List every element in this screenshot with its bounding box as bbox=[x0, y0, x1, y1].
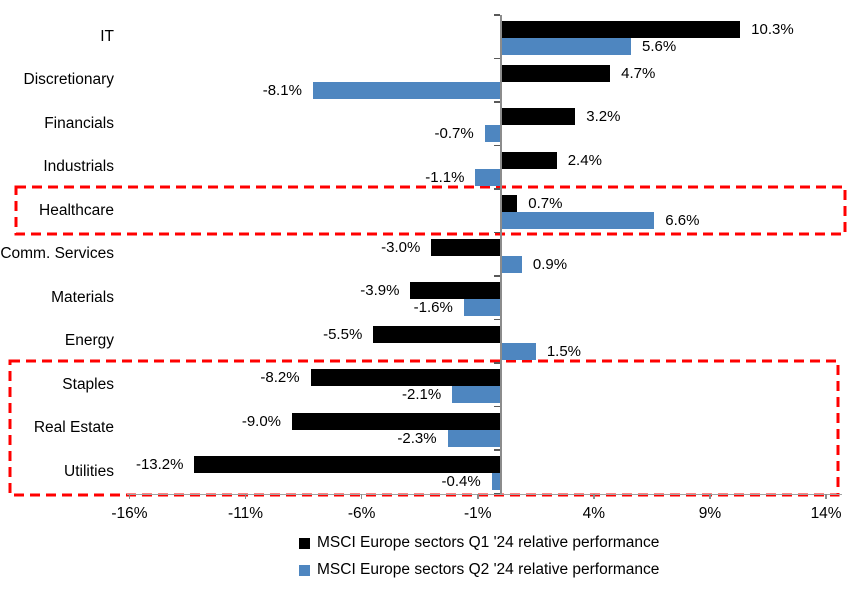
category-axis-tick bbox=[494, 231, 501, 234]
bar-q1-materials bbox=[410, 282, 501, 299]
category-label-healthcare: Healthcare bbox=[39, 201, 114, 219]
category-label-discretionary: Discretionary bbox=[23, 71, 114, 89]
category-axis-line bbox=[500, 15, 502, 494]
value-axis-tick-label-6: -6% bbox=[347, 504, 376, 522]
value-axis-line bbox=[127, 493, 842, 496]
category-axis-tick bbox=[494, 57, 501, 60]
value-label-q2-healthcare: 6.6% bbox=[665, 212, 700, 229]
category-label-energy: Energy bbox=[64, 332, 114, 350]
q2-legend-swatch bbox=[299, 564, 310, 576]
value-axis-tick-6 bbox=[360, 493, 363, 499]
value-axis-tick-label-11: -11% bbox=[228, 504, 264, 522]
bar-q2-energy bbox=[501, 342, 536, 360]
category-axis-tick bbox=[494, 14, 501, 16]
value-axis-tick-14 bbox=[825, 493, 827, 499]
bar-q1-healthcare bbox=[501, 195, 518, 212]
q1-legend-swatch bbox=[299, 537, 310, 549]
bar-q1-comm-services bbox=[431, 238, 501, 256]
value-label-q2-energy: 1.5% bbox=[546, 342, 582, 360]
value-label-q2-staples: -2.1% bbox=[402, 386, 442, 403]
bar-q1-utilities bbox=[194, 456, 501, 473]
value-label-q2-comm-services: 0.9% bbox=[532, 255, 568, 273]
value-label-q1-it: 10.3% bbox=[751, 21, 794, 38]
bar-q2-healthcare bbox=[501, 212, 655, 229]
value-axis-tick-16 bbox=[128, 493, 131, 499]
category-axis-tick bbox=[494, 318, 501, 321]
bar-q1-discretionary bbox=[501, 64, 611, 82]
value-label-q2-industrials: -1.1% bbox=[425, 168, 465, 186]
value-axis-tick-9 bbox=[709, 493, 711, 499]
bar-q1-financials bbox=[501, 108, 576, 125]
value-axis-tick-1 bbox=[476, 493, 479, 499]
value-axis-tick-11 bbox=[244, 493, 247, 499]
value-axis-tick-label-1: -1% bbox=[463, 504, 492, 522]
healthcare-highlight-box bbox=[14, 185, 847, 236]
value-axis-tick-label-14: 14% bbox=[810, 504, 842, 522]
category-axis-tick bbox=[494, 101, 501, 103]
category-axis-tick bbox=[494, 275, 501, 277]
value-axis-tick-label-9: 9% bbox=[698, 504, 722, 522]
value-label-q1-staples: -8.2% bbox=[260, 369, 300, 386]
value-label-q2-utilities: -0.4% bbox=[441, 473, 481, 490]
category-axis-tick bbox=[494, 492, 501, 495]
category-axis-tick bbox=[494, 405, 501, 408]
category-label-real-estate: Real Estate bbox=[33, 419, 114, 437]
category-axis-tick bbox=[494, 449, 501, 451]
legend-item-q2: MSCI Europe sectors Q2 '24 relative perf… bbox=[299, 560, 659, 580]
bar-q2-financials bbox=[484, 125, 501, 142]
value-label-q1-comm-services: -3.0% bbox=[381, 238, 421, 256]
category-label-industrials: Industrials bbox=[43, 158, 114, 176]
value-label-q1-financials: 3.2% bbox=[586, 108, 621, 125]
bar-q2-utilities bbox=[491, 473, 501, 490]
value-label-q1-utilities: -13.2% bbox=[135, 456, 184, 473]
value-axis-tick-label-4: 4% bbox=[582, 504, 606, 522]
category-label-utilities: Utilities bbox=[64, 462, 114, 480]
q1-legend-label: MSCI Europe sectors Q1 '24 relative perf… bbox=[317, 534, 660, 551]
category-label-it: IT bbox=[100, 27, 114, 45]
bar-q2-industrials bbox=[475, 168, 501, 186]
legend-item-q1: MSCI Europe sectors Q1 '24 relative perf… bbox=[299, 533, 659, 553]
bar-q2-materials bbox=[463, 299, 501, 316]
bar-q2-comm-services bbox=[501, 255, 522, 273]
value-axis-tick-label-16: -16% bbox=[111, 504, 148, 522]
bar-q2-staples bbox=[452, 386, 501, 403]
bar-q1-real-estate bbox=[292, 412, 501, 430]
category-label-staples: Staples bbox=[62, 375, 114, 393]
bar-q1-industrials bbox=[501, 151, 557, 169]
bar-q2-real-estate bbox=[447, 429, 501, 447]
value-label-q1-materials: -3.9% bbox=[360, 282, 400, 299]
q2-legend-label: MSCI Europe sectors Q2 '24 relative perf… bbox=[317, 561, 660, 578]
category-label-financials: Financials bbox=[44, 114, 114, 132]
bar-q1-it bbox=[501, 21, 741, 38]
value-label-q2-it: 5.6% bbox=[642, 38, 677, 55]
chart-legend: MSCI Europe sectors Q1 '24 relative perf… bbox=[299, 533, 659, 587]
value-label-q2-real-estate: -2.3% bbox=[397, 429, 437, 447]
category-label-materials: Materials bbox=[51, 288, 114, 306]
value-label-q1-industrials: 2.4% bbox=[567, 151, 602, 169]
category-axis-tick bbox=[494, 362, 501, 364]
value-label-q1-energy: -5.5% bbox=[323, 325, 363, 343]
bar-q2-discretionary bbox=[312, 81, 501, 99]
value-axis-tick-4 bbox=[593, 493, 595, 499]
value-label-q1-discretionary: 4.7% bbox=[621, 64, 656, 82]
bar-q1-energy bbox=[373, 325, 501, 343]
value-label-q2-financials: -0.7% bbox=[434, 125, 474, 142]
value-label-q1-real-estate: -9.0% bbox=[241, 412, 282, 430]
category-axis-tick bbox=[494, 144, 501, 147]
category-label-comm-services: Comm. Services bbox=[0, 245, 114, 263]
value-label-q2-materials: -1.6% bbox=[413, 299, 453, 316]
value-label-q2-discretionary: -8.1% bbox=[262, 81, 302, 99]
category-axis-tick bbox=[494, 188, 501, 190]
value-label-q1-healthcare: 0.7% bbox=[528, 195, 563, 212]
bar-q1-staples bbox=[310, 369, 501, 386]
bar-q2-it bbox=[501, 38, 632, 55]
